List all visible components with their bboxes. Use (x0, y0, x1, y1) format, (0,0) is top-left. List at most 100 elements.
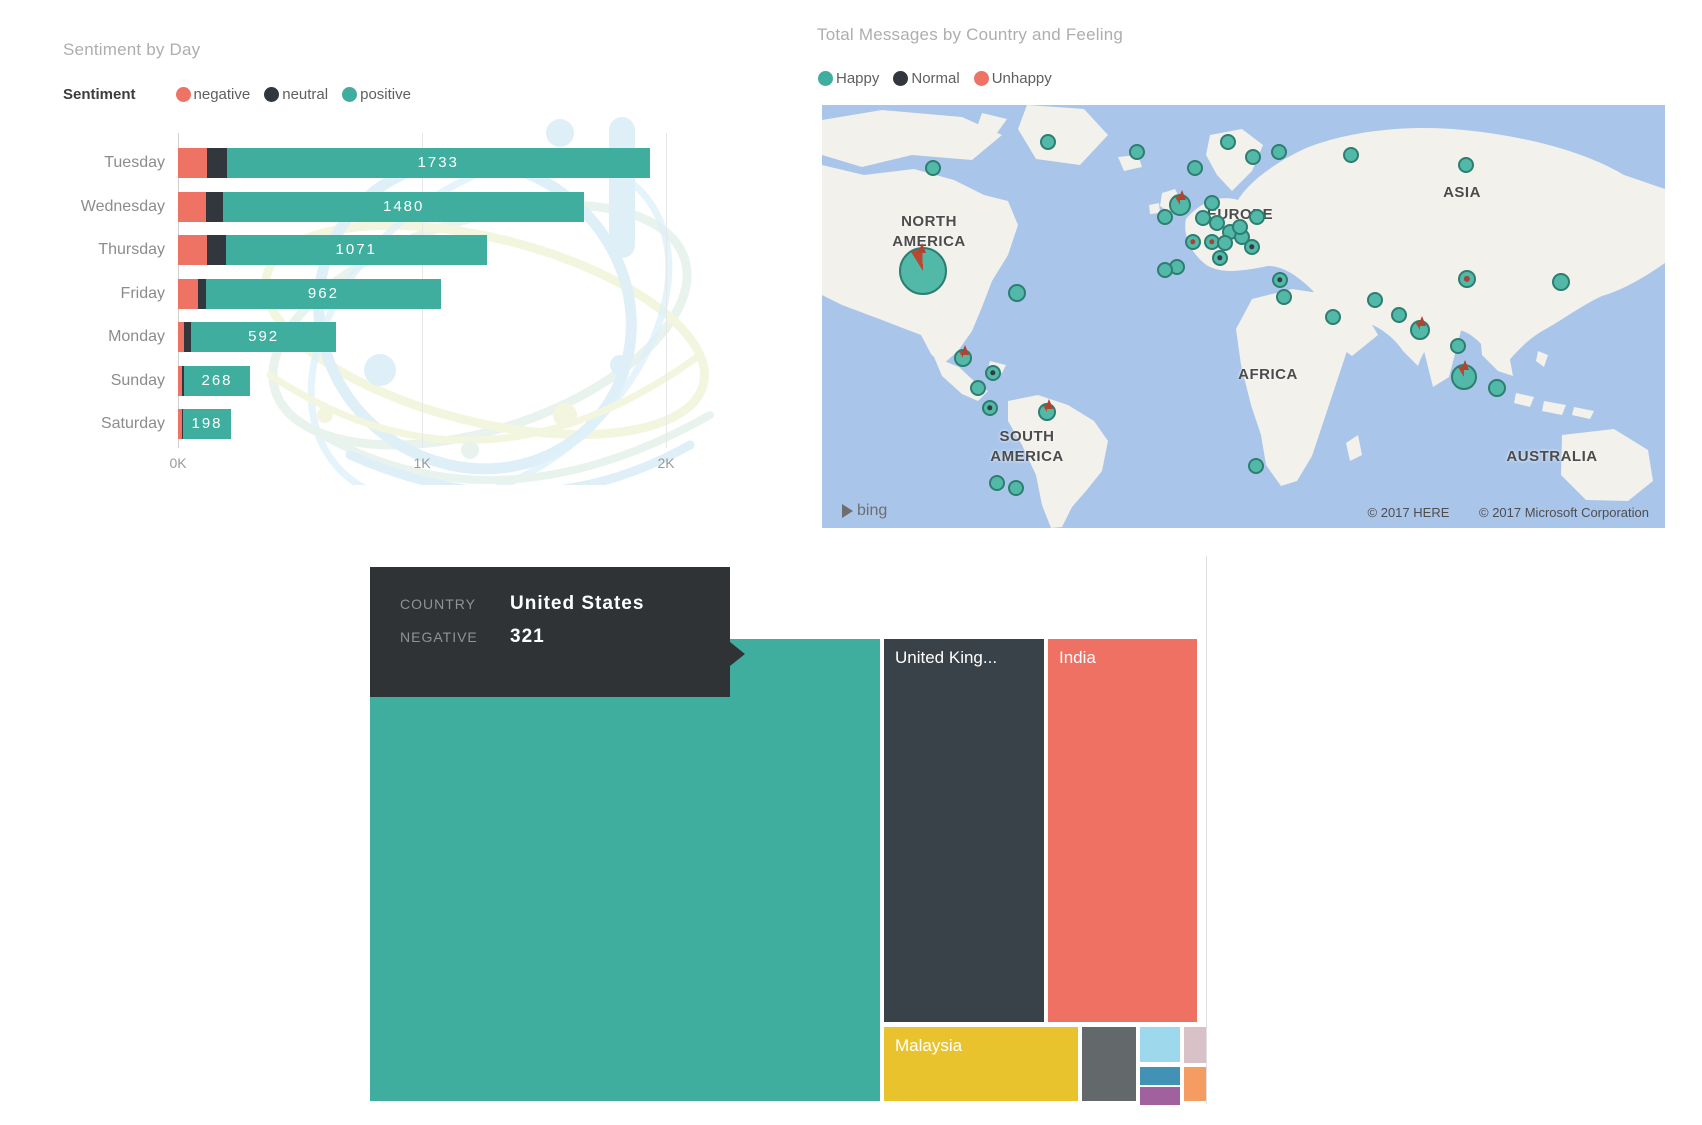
map-bubble[interactable] (925, 160, 941, 176)
bar-segment-negative[interactable] (178, 322, 185, 352)
bar-segment-negative[interactable] (178, 148, 208, 178)
map-bubble[interactable] (1040, 134, 1056, 150)
y-label-tuesday: Tuesday (104, 154, 165, 171)
legend-label-neutral: neutral (282, 86, 329, 103)
map-legend-label-normal: Normal (911, 70, 960, 87)
bar-segment-neutral[interactable] (181, 409, 183, 439)
map-legend-dot-unhappy (973, 71, 989, 86)
treemap-tile-united-states[interactable] (370, 639, 880, 1101)
bar-value-label: 962 (307, 284, 339, 302)
map-bubble[interactable] (1343, 147, 1359, 163)
treemap-tile-united-kingdom[interactable]: United King... (884, 639, 1044, 1022)
map-bubble[interactable] (1187, 160, 1203, 176)
bar-segment-neutral[interactable] (207, 235, 226, 265)
bar-segment-positive[interactable]: 592 (191, 322, 336, 352)
bar-row-thursday: 1071 (178, 235, 487, 265)
map-copyright: © 2017 HERE © 2017 Microsoft Corporation (1342, 505, 1649, 520)
map-bubble[interactable] (1450, 338, 1466, 354)
bar-segment-positive[interactable]: 1071 (225, 235, 487, 265)
treemap-tile-malaysia[interactable]: Malaysia (884, 1027, 1078, 1101)
map-bubble[interactable] (1212, 250, 1228, 266)
treemap-tile[interactable] (1082, 1027, 1136, 1101)
bar-segment-negative[interactable] (178, 409, 182, 439)
map-bubble[interactable] (1325, 309, 1341, 325)
bar-segment-negative[interactable] (178, 278, 198, 309)
bar-segment-neutral[interactable] (182, 365, 185, 396)
map-bubble[interactable] (1488, 379, 1506, 397)
map-legend-item-happy: Happy (818, 70, 879, 87)
map-bubble[interactable] (1276, 289, 1292, 305)
map-bubble[interactable] (985, 365, 1001, 381)
map-bubble[interactable] (982, 400, 998, 416)
bar-segment-negative[interactable] (178, 191, 207, 222)
map-bubble[interactable] (989, 475, 1005, 491)
map-bubble[interactable] (1458, 157, 1474, 173)
map-bubble[interactable] (1410, 316, 1430, 340)
map-bubble[interactable] (1458, 270, 1476, 288)
bar-segment-positive[interactable]: 198 (182, 409, 232, 439)
map-bubble[interactable] (899, 243, 947, 295)
legend-label-positive: positive (360, 86, 411, 103)
map-bubble[interactable] (1008, 284, 1026, 302)
map-bubble[interactable] (1232, 219, 1248, 235)
bar-segment-positive[interactable]: 962 (206, 278, 441, 309)
bar-segment-positive[interactable]: 268 (184, 365, 250, 396)
bar-segment-neutral[interactable] (197, 278, 207, 309)
gridline-2K (666, 133, 667, 448)
map-bubble[interactable] (1552, 273, 1570, 291)
map-bubble[interactable] (1271, 144, 1287, 160)
bar-segment-neutral[interactable] (184, 322, 192, 352)
bar-segment-neutral[interactable] (206, 191, 224, 222)
treemap-tile[interactable] (1184, 1067, 1206, 1101)
bar-segment-positive[interactable]: 1480 (223, 191, 585, 222)
legend-dot-negative (175, 87, 191, 102)
bar-chart-legend: Sentiment negative neutral positive (63, 86, 425, 103)
legend-item-neutral: neutral (264, 86, 328, 103)
map-bubble[interactable] (1244, 239, 1260, 255)
copyright-here: © 2017 HERE (1367, 505, 1450, 520)
map-bubble[interactable] (1038, 399, 1056, 421)
tooltip-country-label: COUNTRY (400, 596, 476, 612)
map-legend-item-normal: Normal (893, 70, 960, 87)
treemap-tooltip-arrow (730, 642, 745, 666)
treemap-tile[interactable] (1140, 1027, 1180, 1062)
map-bubble[interactable] (1217, 235, 1233, 251)
bar-value-label: 1733 (417, 154, 459, 171)
world-map[interactable]: bing © 2017 HERE © 2017 Microsoft Corpor… (822, 105, 1665, 528)
map-bubble[interactable] (1245, 149, 1261, 165)
treemap-tile[interactable] (1140, 1087, 1180, 1105)
map-legend-item-unhappy: Unhappy (973, 70, 1052, 87)
map-bubble[interactable] (954, 345, 972, 367)
map-bubble[interactable] (1129, 144, 1145, 160)
bar-value-label: 198 (191, 415, 223, 432)
bing-logo-text: bing (857, 502, 888, 519)
bar-row-saturday: 198 (178, 409, 232, 439)
legend-title: Sentiment (63, 86, 136, 103)
map-bubble[interactable] (1391, 307, 1407, 323)
map-bubble[interactable] (1220, 134, 1236, 150)
bar-segment-negative[interactable] (178, 365, 183, 396)
bar-segment-negative[interactable] (178, 235, 208, 265)
map-bubble[interactable] (1169, 190, 1191, 216)
bing-logo-icon (842, 504, 853, 518)
map-bubble[interactable] (1209, 215, 1225, 231)
map-legend-dot-happy (818, 71, 833, 86)
map-bubble[interactable] (1272, 272, 1288, 288)
treemap-tile[interactable] (1140, 1067, 1180, 1085)
map-bubble[interactable] (1248, 458, 1264, 474)
bar-value-label: 1480 (382, 197, 425, 215)
map-bubble[interactable] (1249, 209, 1265, 225)
map-bubble[interactable] (1157, 262, 1173, 278)
map-bubble[interactable] (1367, 292, 1383, 308)
bar-segment-positive[interactable]: 1733 (226, 148, 650, 178)
treemap-tile-india[interactable]: India (1048, 639, 1197, 1022)
map-bubble[interactable] (1451, 360, 1477, 390)
map-bubble[interactable] (1008, 480, 1024, 496)
treemap-tile[interactable] (1184, 1027, 1206, 1063)
map-bubble[interactable] (1185, 234, 1201, 250)
region-label-south-america: SOUTH AMERICA (990, 428, 1064, 465)
map-bubble[interactable] (970, 380, 986, 396)
bar-segment-neutral[interactable] (207, 148, 227, 178)
map-bubble[interactable] (1204, 195, 1220, 211)
map-bubble[interactable] (1157, 209, 1173, 225)
